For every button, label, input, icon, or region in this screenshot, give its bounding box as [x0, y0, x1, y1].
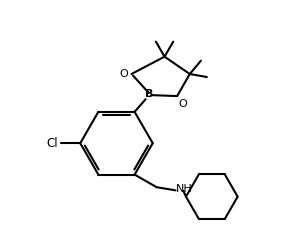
- Text: O: O: [179, 99, 187, 109]
- Text: O: O: [119, 69, 128, 79]
- Text: Cl: Cl: [46, 137, 58, 150]
- Text: NH: NH: [176, 184, 193, 194]
- Text: B: B: [145, 89, 153, 100]
